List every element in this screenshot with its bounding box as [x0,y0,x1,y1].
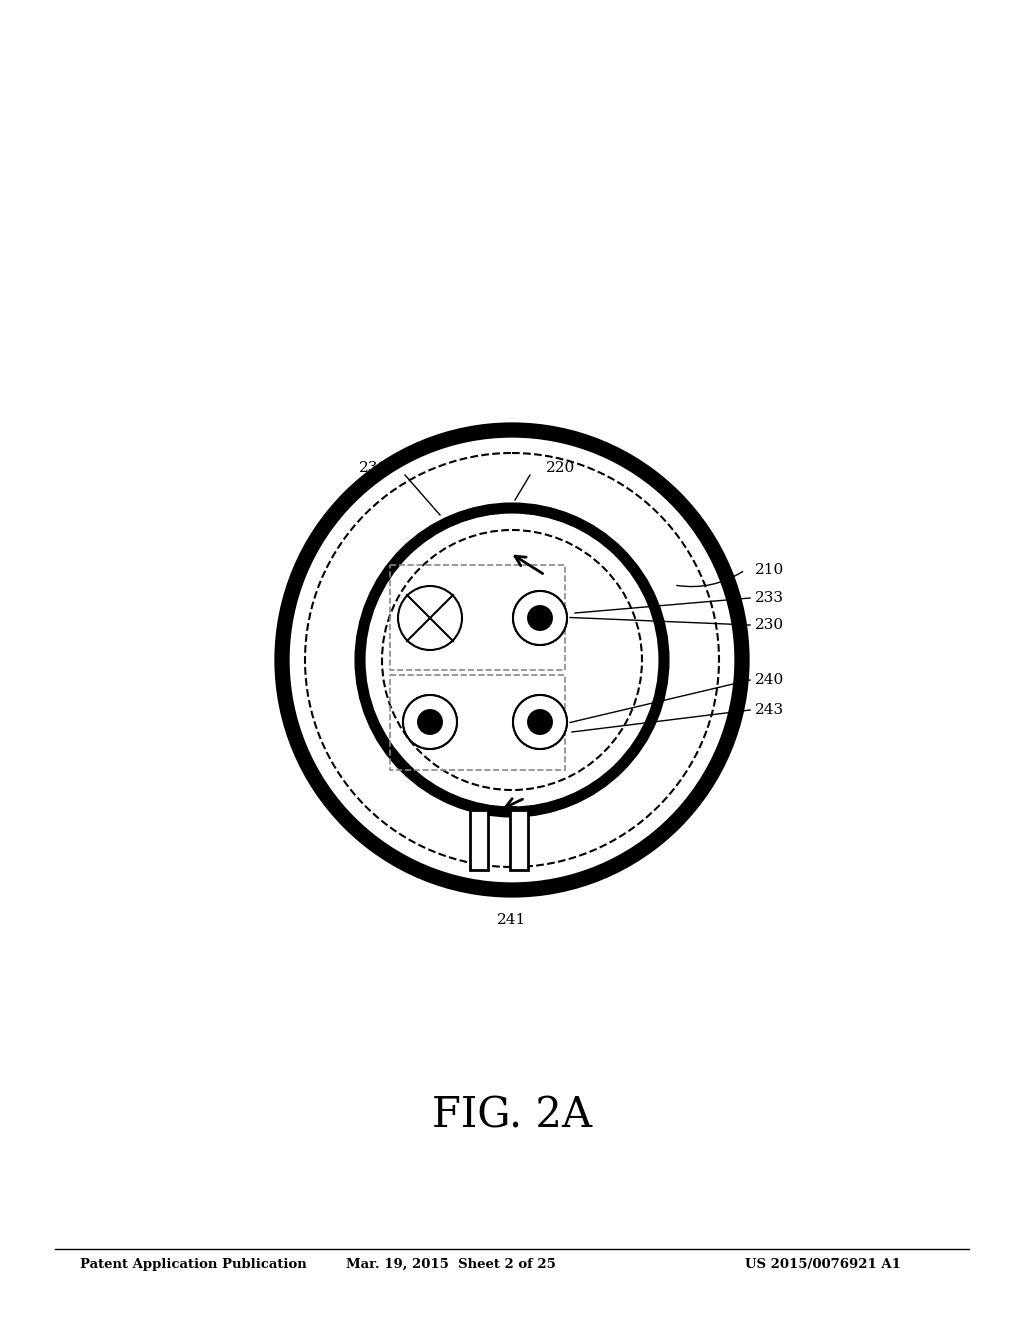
Text: Patent Application Publication: Patent Application Publication [80,1258,307,1271]
Circle shape [527,709,553,735]
Text: 233: 233 [755,591,784,605]
Text: −: − [511,878,527,896]
Circle shape [527,605,553,631]
Bar [470,810,488,870]
Circle shape [513,591,567,645]
Bar [510,810,528,870]
Text: US 2015/0076921 A1: US 2015/0076921 A1 [745,1258,901,1271]
Text: Mar. 19, 2015  Sheet 2 of 25: Mar. 19, 2015 Sheet 2 of 25 [346,1258,555,1271]
Text: FIG. 2A: FIG. 2A [432,1094,592,1137]
Text: 210: 210 [755,564,784,577]
Text: 243: 243 [755,704,784,717]
Text: 241: 241 [498,913,526,927]
Circle shape [513,696,567,748]
Text: 231: 231 [358,461,388,475]
Text: 230: 230 [755,618,784,632]
Circle shape [403,696,457,748]
Text: 220: 220 [546,461,575,475]
Text: 240: 240 [755,673,784,686]
Text: +: + [471,878,487,896]
Circle shape [417,709,443,735]
